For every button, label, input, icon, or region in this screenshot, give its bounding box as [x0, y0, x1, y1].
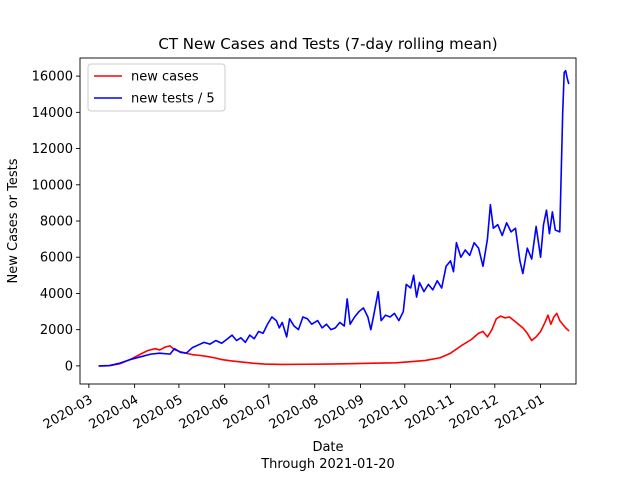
series-line-new-cases — [98, 312, 570, 367]
y-tick-label: 8000 — [40, 215, 73, 230]
y-tick-label: 0 — [65, 359, 73, 374]
y-tick-label: 6000 — [40, 251, 73, 266]
x-axis-sublabel: Through 2021-01-20 — [260, 457, 395, 472]
y-tick-label: 16000 — [32, 70, 73, 85]
series-line-new-tests — [98, 69, 570, 367]
legend-label: new cases — [131, 70, 199, 85]
y-tick-label: 14000 — [32, 106, 73, 121]
legend: new cases new tests / 5 — [87, 63, 226, 112]
legend-label: new tests / 5 — [131, 92, 215, 107]
y-tick-label: 4000 — [40, 287, 73, 302]
series-layer — [98, 69, 570, 367]
y-tick-label: 2000 — [40, 323, 73, 338]
x-axis-label: Date — [312, 440, 343, 455]
y-axis-label: New Cases or Tests — [6, 158, 21, 283]
legend-box — [87, 63, 226, 112]
y-tick-label: 10000 — [32, 178, 73, 193]
y-tick-label: 12000 — [32, 142, 73, 157]
chart-title: CT New Cases and Tests (7-day rolling me… — [158, 35, 497, 53]
